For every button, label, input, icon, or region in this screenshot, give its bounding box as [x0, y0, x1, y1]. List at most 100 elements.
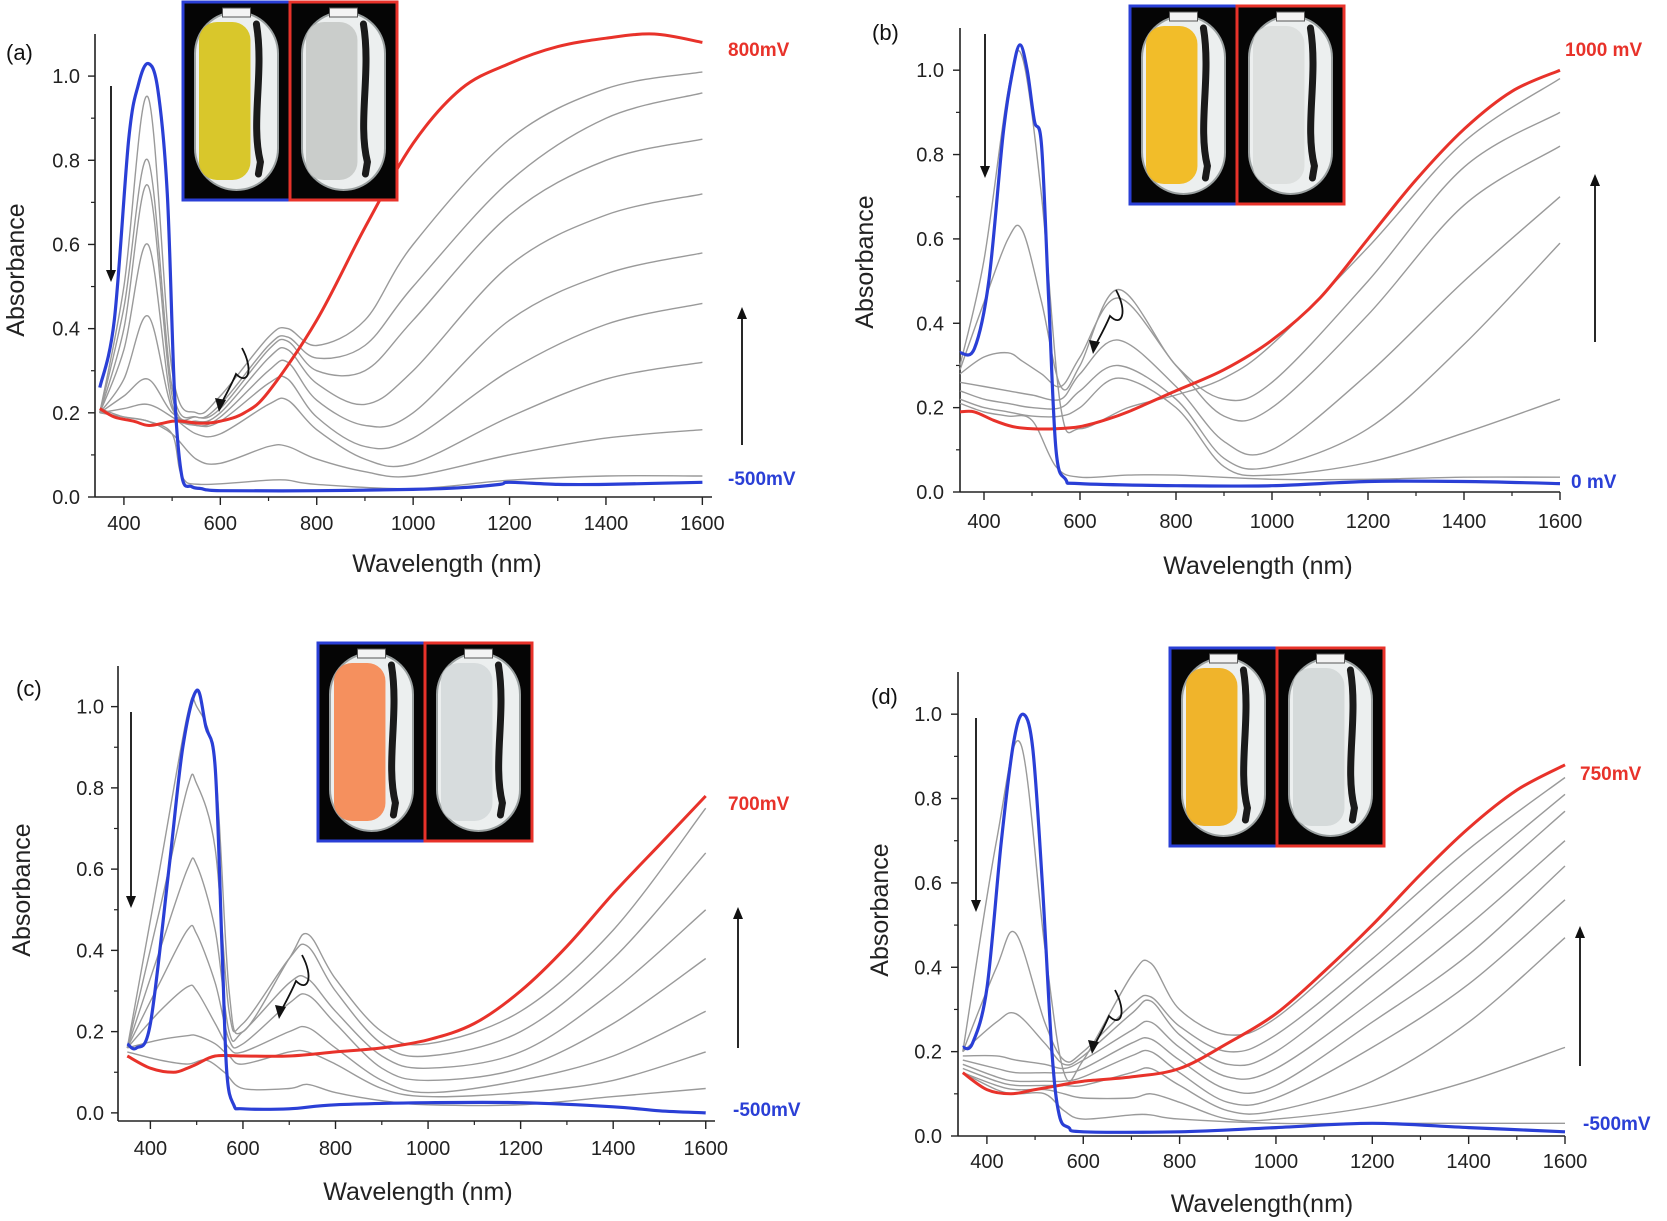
y-tick-label: 0.0 — [76, 1103, 104, 1125]
down-arrow — [980, 34, 990, 178]
x-tick-label: 1600 — [1538, 511, 1583, 533]
down-arrow — [971, 718, 981, 912]
oxidized-vial-photo — [1275, 646, 1386, 848]
intermediate-trace — [127, 1034, 706, 1098]
oxidized-vial-photo — [423, 641, 534, 843]
y-tick-label: 0.6 — [916, 229, 944, 251]
intermediate-trace — [99, 92, 703, 419]
x-tick-label: 1000 — [406, 1138, 451, 1160]
arrow-head — [1590, 174, 1600, 186]
y-tick-label: 1.0 — [916, 60, 944, 82]
y-tick-label: 0.6 — [914, 873, 942, 895]
y-tick-label: 0.0 — [52, 487, 80, 509]
intermediate-trace — [959, 377, 1561, 477]
reduced-trace — [959, 43, 1561, 488]
x-tick-label: 1200 — [498, 1138, 543, 1160]
oxidized-trace — [961, 763, 1566, 1096]
oxidized-trace — [126, 794, 707, 1074]
reduced-vial-photo — [1168, 646, 1279, 848]
panel-label: (d) — [871, 684, 898, 709]
y-tick-label: 0.8 — [76, 778, 104, 800]
arrow-head — [971, 900, 981, 912]
vial-cap — [1209, 653, 1238, 664]
y-tick-label: 0.6 — [76, 859, 104, 881]
oxidized-potential-label: 700mV — [728, 794, 790, 815]
vial-solution — [1146, 26, 1198, 184]
vial-cap — [464, 648, 493, 659]
x-tick-label: 800 — [1159, 511, 1192, 533]
y-tick-label: 0.2 — [914, 1042, 942, 1064]
vial-solution — [1186, 668, 1238, 826]
vial-cap — [222, 7, 251, 18]
vial-solution — [1253, 26, 1305, 184]
x-tick-label: 1400 — [1442, 511, 1487, 533]
x-tick-label: 1200 — [487, 513, 532, 535]
arrow-shaft — [1092, 989, 1123, 1049]
vial-cap — [329, 7, 358, 18]
intermediate-trace — [99, 252, 703, 428]
intermediate-trace — [959, 402, 1561, 481]
oxidized-trace — [99, 32, 703, 427]
arrow-head — [1088, 1040, 1099, 1054]
y-tick-label: 1.0 — [914, 704, 942, 726]
x-tick-label: 1600 — [1543, 1151, 1588, 1173]
arrow-head — [126, 896, 136, 908]
curved-arrow — [275, 954, 310, 1019]
reduced-potential-label: 0 mV — [1571, 472, 1617, 493]
intermediate-trace — [126, 924, 707, 1082]
chart-panel-d: 400 600 800 1000 1200 1400 1600 0.0 0.2 0.4 0.6 0.8… — [866, 646, 1651, 1218]
reduced-vial-photo — [181, 0, 292, 202]
x-tick-label: 400 — [107, 513, 140, 535]
intermediate-trace — [962, 740, 1566, 1083]
arrow-head — [106, 270, 116, 282]
x-tick-label: 1000 — [391, 513, 436, 535]
arrow-shaft — [279, 954, 310, 1014]
vial-cap — [1276, 11, 1305, 22]
reduced-potential-label: -500mV — [728, 469, 796, 490]
x-axis-title: Wavelength (nm) — [1163, 552, 1352, 580]
intermediate-trace — [962, 810, 1566, 1067]
chart-panel-b: 400 600 800 1000 1200 1400 1600 0.0 0.2 0.4 0.6 0.8… — [851, 4, 1642, 580]
reduced-potential-label: -500mV — [733, 1100, 801, 1121]
x-tick-label: 600 — [1063, 511, 1096, 533]
y-tick-label: 0.4 — [914, 957, 942, 979]
x-tick-label: 400 — [967, 511, 1000, 533]
x-tick-label: 400 — [970, 1151, 1003, 1173]
intermediate-trace — [962, 793, 1566, 1063]
intermediate-trace — [126, 773, 707, 1058]
y-tick-label: 0.4 — [76, 940, 104, 962]
oxidized-trace — [959, 68, 1561, 431]
x-tick-label: 600 — [204, 513, 237, 535]
up-arrow — [737, 307, 747, 445]
vial-cap — [357, 648, 386, 659]
reduced-trace — [126, 688, 706, 1115]
arrow-shaft — [1093, 289, 1124, 349]
y-tick-label: 0.0 — [916, 482, 944, 504]
x-tick-label: 1000 — [1254, 1151, 1299, 1173]
reduced-trace — [98, 61, 703, 493]
y-tick-label: 0.8 — [916, 145, 944, 167]
y-axis-title: Absorbance — [851, 195, 879, 328]
curved-arrow — [1089, 289, 1124, 354]
y-axis-title: Absorbance — [866, 843, 894, 976]
y-axis-title: Absorbance — [2, 203, 30, 336]
panel-label: (b) — [872, 20, 899, 45]
up-arrow — [733, 907, 743, 1048]
oxidized-potential-label: 800mV — [728, 40, 790, 61]
intermediate-trace — [959, 111, 1561, 402]
x-tick-label: 800 — [319, 1138, 352, 1160]
electrode-wire — [387, 661, 399, 819]
intermediate-trace — [962, 840, 1566, 1080]
arrow-head — [275, 1005, 286, 1019]
y-tick-label: 0.8 — [914, 789, 942, 811]
vial-cap — [1316, 653, 1345, 664]
x-tick-label: 1200 — [1350, 1151, 1395, 1173]
vial-cap — [1169, 11, 1198, 22]
x-tick-label: 600 — [1067, 1151, 1100, 1173]
intermediate-trace — [962, 899, 1566, 1106]
intermediate-trace — [99, 407, 703, 490]
intermediate-trace — [126, 857, 707, 1069]
reduced-trace — [962, 712, 1566, 1134]
y-tick-label: 0.4 — [52, 319, 80, 341]
